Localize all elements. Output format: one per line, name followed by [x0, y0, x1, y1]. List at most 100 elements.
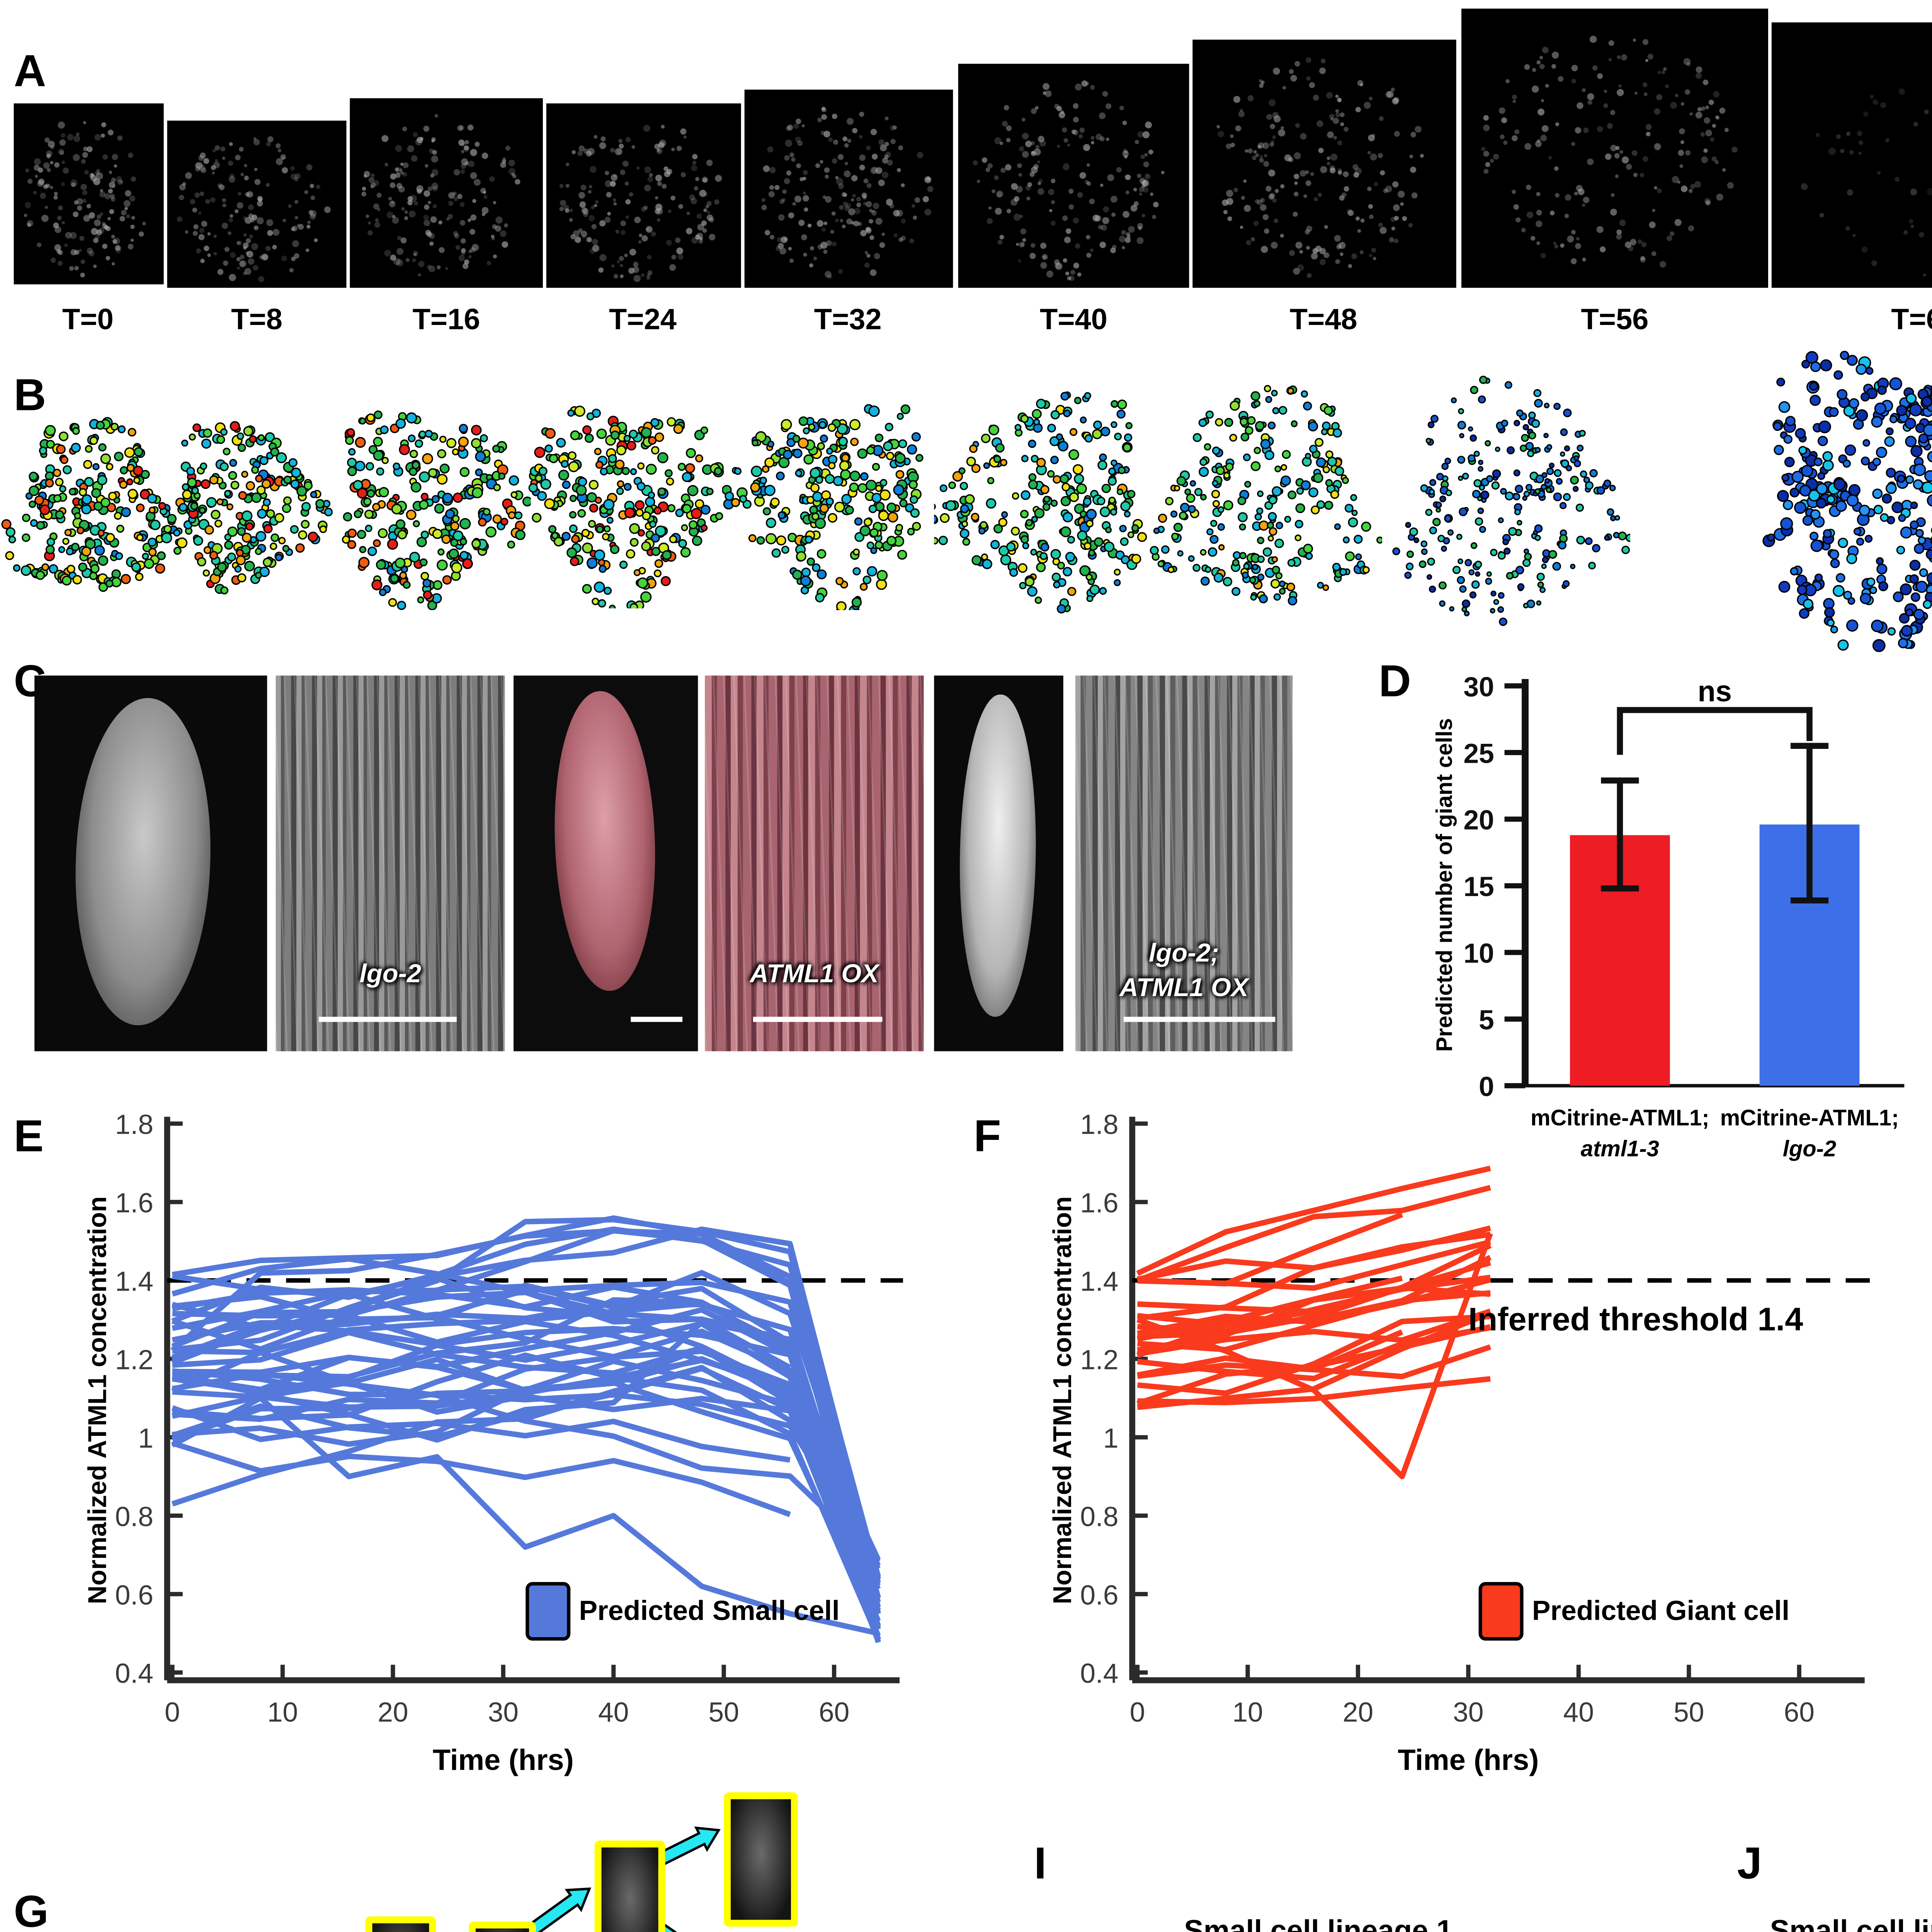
panel-e-x-axis-label: Time (hrs) — [432, 1744, 574, 1777]
d-y-tick: 5 — [1479, 1005, 1494, 1036]
nuclei-dots — [1216, 57, 1424, 278]
F-y-tick: 1.2 — [1080, 1344, 1118, 1375]
panel-i-label: I — [1034, 1837, 1047, 1889]
F-y-tick: 1.6 — [1080, 1188, 1118, 1219]
sem-image-wt-sepal — [34, 675, 267, 1051]
timepoint-label: T=32 — [814, 303, 882, 336]
F-y-tick: 1.8 — [1080, 1109, 1118, 1140]
bar-chart-y-axis-label: Predicted number of giant cells — [1431, 718, 1457, 1052]
timepoint-label: T=8 — [231, 303, 282, 336]
category-2-line2: lgo-2 — [1782, 1135, 1837, 1161]
scale-bar — [319, 1017, 457, 1022]
cell-scatter-cluster — [928, 384, 1162, 616]
cell-box-g8 — [724, 1792, 798, 1927]
E-x-tick: 50 — [709, 1697, 739, 1728]
small-cell-trace — [172, 1380, 881, 1631]
microscopy-frame — [1461, 9, 1768, 288]
scale-bar — [1123, 1017, 1276, 1022]
small-cell-legend-label: Predicted Small cell — [579, 1597, 840, 1627]
shared-y-axis-label: ATML1 concentration — [963, 1927, 1008, 1932]
cluster-dots — [1150, 385, 1384, 606]
genotype-label-line2: ATML1 OX — [1119, 973, 1248, 1003]
giant-cell-trace — [1137, 1329, 1403, 1378]
giant-cell-trace — [1137, 1308, 1492, 1357]
timepoint-label: T=0 — [62, 303, 114, 336]
cluster-dots — [160, 421, 333, 595]
cell-scatter-cluster — [324, 396, 532, 611]
small-cell-trace — [172, 1379, 881, 1637]
giant-cell-legend-label: Predicted Giant cell — [1532, 1597, 1790, 1627]
nuclei-dots — [1481, 36, 1738, 268]
cluster-dots — [1392, 376, 1634, 626]
giant-cell-trace — [1137, 1239, 1491, 1291]
scale-bar — [753, 1017, 883, 1022]
giant-cell-trace — [1137, 1310, 1492, 1410]
threshold-annotation: Inferred threshold 1.4 — [1468, 1303, 1803, 1339]
cell-scatter-cluster — [1148, 381, 1384, 622]
cell-scatter-cluster — [721, 389, 943, 617]
genotype-label-line1: lgo-2; — [1148, 939, 1219, 969]
timepoint-label: T=48 — [1289, 303, 1357, 336]
category-1-line2: atml1-3 — [1580, 1135, 1659, 1161]
E-x-tick: 0 — [165, 1697, 180, 1728]
d-y-tick: 0 — [1479, 1071, 1494, 1102]
microscopy-frame — [1771, 22, 1932, 288]
cell-scatter-cluster — [519, 391, 732, 612]
E-y-tick: 1 — [138, 1423, 153, 1454]
microscopy-frame — [546, 103, 741, 288]
small-cell-trace — [172, 1348, 881, 1611]
panel-g-label: G — [14, 1885, 49, 1932]
small-cell-trace — [172, 1321, 881, 1627]
F-y-tick: 0.8 — [1080, 1501, 1118, 1532]
nuclei-dots — [1801, 88, 1932, 277]
F-y-tick: 0.6 — [1080, 1580, 1118, 1611]
category-label-1: mCitrine-ATML1; atml1-3 — [1482, 1103, 1758, 1163]
d-y-tick: 25 — [1463, 738, 1494, 769]
small-cell-trace — [171, 1217, 881, 1578]
small-cell-trace — [172, 1307, 881, 1567]
cluster-dots — [1, 417, 182, 592]
E-y-tick: 0.4 — [115, 1658, 153, 1689]
panel-d-label: D — [1379, 655, 1411, 707]
d-y-tick: 15 — [1463, 871, 1494, 902]
E-x-tick: 40 — [598, 1697, 629, 1728]
F-x-tick: 50 — [1673, 1697, 1704, 1728]
cluster-dots — [928, 391, 1147, 614]
timepoint-label: T=16 — [412, 303, 480, 336]
E-x-tick: 30 — [488, 1697, 519, 1728]
nuclei-dots — [24, 121, 146, 277]
small-cell-trace — [171, 1322, 881, 1641]
cluster-dots — [528, 405, 724, 612]
d-y-tick: 30 — [1463, 672, 1494, 702]
sem-image-lgo2atml1ox-cells: lgo-2; ATML1 OX — [1075, 675, 1293, 1051]
panel-j-title: Small cell lineage 2 — [1770, 1915, 1932, 1932]
giant-cell-trace — [1136, 1185, 1491, 1283]
sepal-shape — [957, 694, 1038, 1018]
panel-f-y-axis-label: Normalized ATML1 concentration — [1048, 1196, 1078, 1604]
cell-scatter-cluster — [1389, 372, 1634, 638]
nuclei-dots — [559, 124, 722, 282]
E-x-tick: 20 — [378, 1697, 408, 1728]
F-y-tick: 1 — [1103, 1423, 1119, 1454]
panel-f-label: F — [973, 1110, 1001, 1162]
giant-cell-trace — [1137, 1277, 1491, 1336]
timepoint-label: T=64 — [1891, 303, 1932, 336]
d-y-tick: 10 — [1463, 938, 1494, 969]
small-cell-legend-swatch — [526, 1582, 571, 1641]
nuclei-dots — [973, 80, 1165, 281]
sem-image-atml1ox-sepal — [514, 675, 698, 1051]
F-x-tick: 10 — [1232, 1697, 1263, 1728]
category-2-line1: mCitrine-ATML1; — [1720, 1104, 1899, 1131]
giant-cell-trace — [1137, 1231, 1491, 1321]
category-label-2: mCitrine-ATML1; lgo-2 — [1672, 1103, 1932, 1163]
E-y-tick: 1.6 — [115, 1188, 153, 1219]
microscopy-frame — [350, 98, 543, 288]
significance-label: ns — [1697, 675, 1732, 709]
sem-image-lgo2atml1ox-sepal — [934, 675, 1063, 1051]
giant-cell-trace — [1137, 1344, 1492, 1379]
F-x-tick: 20 — [1343, 1697, 1373, 1728]
small-cell-trace — [171, 1226, 881, 1580]
microscopy-frame — [1192, 39, 1456, 288]
giant-cell-legend-swatch — [1478, 1582, 1524, 1641]
